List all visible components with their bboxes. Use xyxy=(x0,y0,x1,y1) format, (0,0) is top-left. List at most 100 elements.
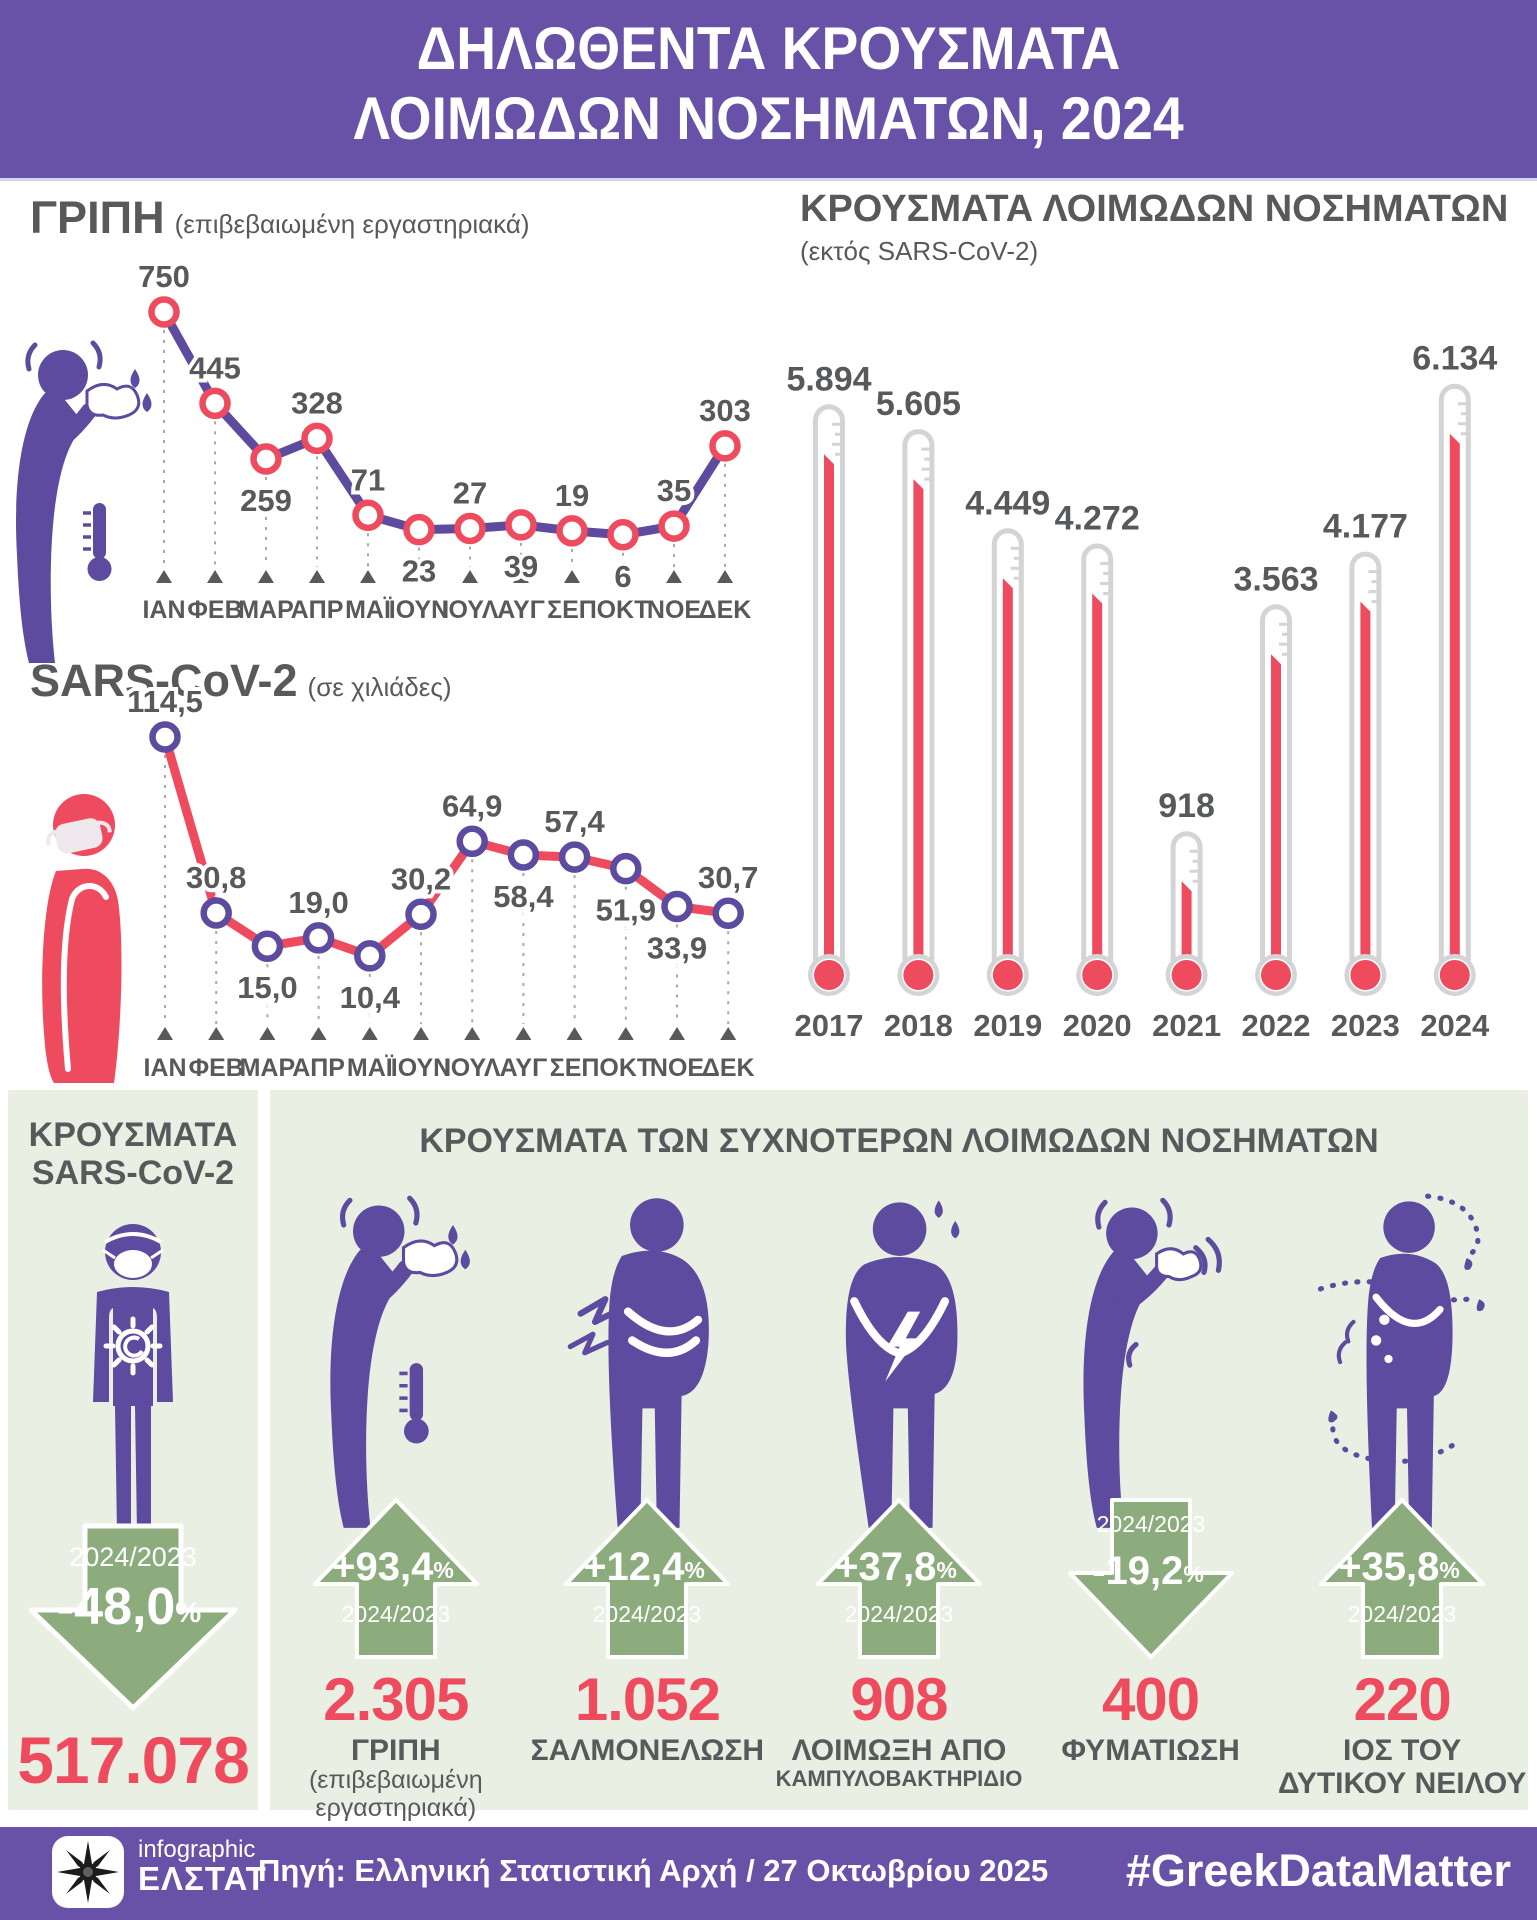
disease-sublabel: (επιβεβαιωμένη εργαστηριακά) xyxy=(308,1766,483,1822)
month-label: ΦΕΒ xyxy=(187,596,242,624)
sars-data-point xyxy=(251,930,284,962)
page-title-line1: ΔΗΛΩΘΕΝΤΑ ΚΡΟΥΣΜΑΤΑ xyxy=(416,15,1121,82)
disease-column-3: +37,8% 2024/2023 908 ΛΟΙΜΩΞΗ ΑΠΟ ΚΑΜΠΥΛΟΒΑ… xyxy=(773,1160,1025,1822)
thermometer-2022: 3.563 2022 xyxy=(1233,560,1318,1043)
change-arrow-up: +12,4% 2024/2023 xyxy=(564,1498,731,1660)
stomach-pain-person-icon xyxy=(560,1162,735,1530)
belly-lightning-person-icon xyxy=(811,1162,986,1530)
mercury-column xyxy=(1271,654,1281,975)
axis-tick-triangle xyxy=(157,1027,173,1040)
belly-lightning-person-pictogram xyxy=(846,1200,960,1529)
sars-value-label: 30,7 xyxy=(698,860,758,895)
month-label: ΣΕΠ xyxy=(550,1054,600,1082)
sars-value-label: 30,8 xyxy=(186,860,246,895)
month-label: ΙΟΥΛ xyxy=(442,596,499,624)
mercury-bulb xyxy=(1350,960,1381,990)
axis-tick-triangle xyxy=(361,1027,378,1040)
covid-person-pictogram xyxy=(93,1224,173,1533)
stomach-pain-person-pictogram xyxy=(567,1198,709,1529)
mercury-column xyxy=(1181,881,1192,975)
flu-data-point xyxy=(301,422,333,455)
year-label: 2017 xyxy=(795,1008,864,1043)
change-arrow-down: 2024/2023 -48,0% xyxy=(28,1523,238,1711)
month-label: ΙΑΝ xyxy=(142,596,185,624)
flu-value-label: 445 xyxy=(189,350,241,385)
month-label: ΙΟΥΛ xyxy=(444,1054,501,1082)
month-label: ΑΠΡ xyxy=(292,1054,345,1082)
masked-person-pictogram xyxy=(42,794,122,1083)
sars-data-point xyxy=(302,922,335,954)
sars-value-label: 64,9 xyxy=(442,788,502,823)
flu-data-point xyxy=(403,513,435,546)
sars-data-point xyxy=(558,841,591,873)
axis-tick-triangle xyxy=(717,570,733,583)
flu-section-title: ΓΡΙΠΗ (επιβεβαιωμένη εργαστηριακά) xyxy=(30,192,530,244)
disease-label: ΙΟΣ ΤΟΥ xyxy=(1343,1734,1462,1768)
flu-data-point xyxy=(658,510,690,542)
axis-tick-triangle xyxy=(310,1027,327,1040)
thermo-value-label: 4.272 xyxy=(1055,499,1140,537)
thermometer-2021: 918 2021 xyxy=(1152,787,1221,1043)
sneezing-person-icon xyxy=(5,335,155,665)
compass-star-glyph xyxy=(52,1836,124,1908)
sars-data-point xyxy=(200,897,232,929)
flu-value-label: 19 xyxy=(555,478,589,513)
thermo-value-label: 6.134 xyxy=(1412,340,1497,378)
year-label: 2019 xyxy=(973,1008,1042,1043)
thermo-value-label: 4.177 xyxy=(1323,508,1408,546)
compass-star-icon xyxy=(52,1836,124,1908)
axis-tick-triangle xyxy=(669,1027,685,1040)
axis-tick-triangle xyxy=(411,570,427,583)
change-period: 2024/2023 xyxy=(341,1601,450,1627)
month-label: ΟΚΤ xyxy=(597,596,650,624)
sars-change-arrow: 2024/2023 -48,0% xyxy=(8,1522,258,1712)
flu-value-label: 35 xyxy=(657,473,691,508)
brand-block: infographic ΕΛΣΤΑΤ xyxy=(138,1837,267,1897)
brand-top: infographic xyxy=(138,1836,256,1863)
flu-value-label: 259 xyxy=(240,483,292,518)
month-label: ΝΟΕ xyxy=(650,1054,704,1082)
month-label: ΜΑΪ xyxy=(345,596,392,624)
sars-subtitle: (σε χιλιάδες) xyxy=(307,672,452,702)
disease-column-1: +93,4% 2024/2023 2.305 ΓΡΙΠΗ (επιβεβαιωμέν… xyxy=(270,1160,522,1822)
month-label: ΑΠΡ xyxy=(291,596,344,624)
month-label: ΔΕΚ xyxy=(699,596,752,624)
thermometer-2024: 6.134 2024 xyxy=(1412,340,1497,1043)
flu-value-label: 27 xyxy=(453,475,487,510)
sars-value-label: 10,4 xyxy=(340,980,401,1015)
sars-data-point xyxy=(507,839,540,871)
change-period: 2024/2023 xyxy=(593,1601,702,1627)
flu-data-point xyxy=(250,443,282,475)
flu-value-label: 39 xyxy=(504,549,538,584)
mercury-bulb xyxy=(903,960,934,990)
disease-value: 220 xyxy=(1353,1666,1452,1734)
sars-value-label: 57,4 xyxy=(544,804,605,839)
flu-data-point xyxy=(607,519,639,551)
axis-tick-triangle xyxy=(258,570,274,583)
thermometer-2017: 5.894 2017 xyxy=(786,360,871,1043)
month-label: ΜΑΡ xyxy=(238,596,294,624)
flu-data-point xyxy=(709,430,741,462)
month-label: ΑΥΓ xyxy=(500,1054,548,1082)
mercury-column xyxy=(1360,601,1371,975)
diseases-panel-title: ΚΡΟΥΣΜΑΤΑ ΤΩΝ ΣΥΧΝΟΤΕΡΩΝ ΛΟΙΜΩΔΩΝ ΝΟΣΗΜΑ… xyxy=(419,1122,1379,1160)
flu-value-label: 303 xyxy=(699,393,751,428)
sars-total-value: 517.078 xyxy=(17,1723,250,1798)
disease-change-arrow: +37,8% 2024/2023 xyxy=(814,1496,984,1661)
thermo-subtitle: (εκτός SARS-CoV-2) xyxy=(800,236,1039,266)
month-label: ΜΑΡ xyxy=(240,1054,296,1082)
sars-value-label: 15,0 xyxy=(237,970,297,1005)
mercury-column xyxy=(913,479,924,975)
sars-panel-title-line1: ΚΡΟΥΣΜΑΤΑ xyxy=(28,1116,238,1154)
sneezing-person-pictogram xyxy=(16,340,152,663)
mosquito-person-icon xyxy=(1304,1162,1500,1530)
axis-tick-triangle xyxy=(564,570,580,583)
axis-tick-triangle xyxy=(259,1027,276,1040)
coughing-person-icon xyxy=(1068,1162,1233,1530)
year-label: 2023 xyxy=(1331,1008,1400,1043)
thermometer-2023: 4.177 2023 xyxy=(1323,508,1408,1043)
flu-value-label: 6 xyxy=(614,559,631,594)
disease-change-arrow: 2024/2023 -19,2% xyxy=(1066,1496,1236,1661)
disease-change-arrow: +12,4% 2024/2023 xyxy=(562,1496,732,1661)
thermo-value-label: 918 xyxy=(1158,787,1215,825)
